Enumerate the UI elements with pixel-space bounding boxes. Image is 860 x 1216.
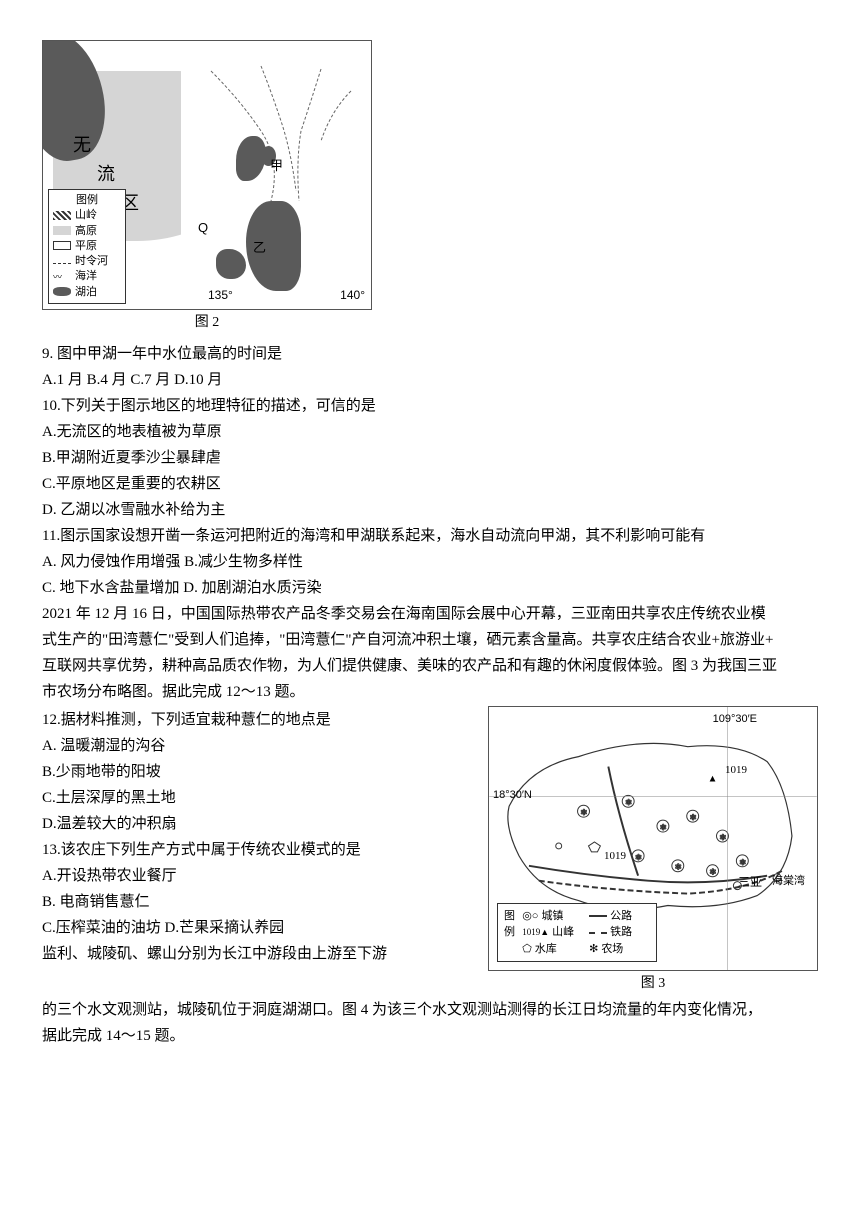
q9-stem: 9. 图中甲湖一年中水位最高的时间是 bbox=[42, 342, 818, 366]
svg-text:✻: ✻ bbox=[660, 823, 667, 832]
q12-b: B.少雨地带的阳坡 bbox=[42, 760, 476, 784]
figure-2-map: 无流区 甲 乙 Q 130° 30°S 135° 140° 图例 山岭 高原 平… bbox=[42, 40, 372, 310]
figure-2: 无流区 甲 乙 Q 130° 30°S 135° 140° 图例 山岭 高原 平… bbox=[42, 40, 818, 334]
haitang-label: 海棠湾 bbox=[772, 873, 805, 891]
figure-3-map: ✻ ✻ ✻ ✻ ✻ ✻ ✻ ✻ ✻ ▲ bbox=[488, 706, 818, 971]
point-q-label: Q bbox=[198, 218, 208, 239]
question-10: 10.下列关于图示地区的地理特征的描述，可信的是 A.无流区的地表植被为草原 B… bbox=[42, 394, 818, 522]
q10-a: A.无流区的地表植被为草原 bbox=[42, 420, 818, 444]
lon-135: 135° bbox=[208, 286, 233, 305]
svg-text:✻: ✻ bbox=[690, 814, 697, 823]
q13-stem: 13.该农庄下列生产方式中属于传统农业模式的是 bbox=[42, 838, 476, 862]
q13-a: A.开设热带农业餐厅 bbox=[42, 864, 476, 888]
q10-b: B.甲湖附近夏季沙尘暴肆虐 bbox=[42, 446, 818, 470]
q12-d: D.温差较大的冲积扇 bbox=[42, 812, 476, 836]
q11-ab: A. 风力侵蚀作用增强 B.减少生物多样性 bbox=[42, 550, 818, 574]
svg-text:✻: ✻ bbox=[625, 799, 632, 808]
svg-text:✻: ✻ bbox=[675, 863, 682, 872]
q12-stem: 12.据材料推测，下列适宜栽种薏仁的地点是 bbox=[42, 708, 476, 732]
coord-lat: 18°30′N bbox=[493, 787, 532, 805]
svg-text:✻: ✻ bbox=[710, 868, 717, 877]
sanya-label: 三亚 bbox=[738, 873, 762, 892]
question-11: 11.图示国家设想开凿一条运河把附近的海湾和甲湖联系起来，海水自动流向甲湖，其不… bbox=[42, 524, 818, 600]
svg-text:✻: ✻ bbox=[635, 853, 642, 862]
question-9: 9. 图中甲湖一年中水位最高的时间是 A.1 月 B.4 月 C.7 月 D.1… bbox=[42, 342, 818, 392]
q13-b: B. 电商销售薏仁 bbox=[42, 890, 476, 914]
svg-text:▲: ▲ bbox=[708, 774, 718, 785]
svg-text:✻: ✻ bbox=[739, 858, 746, 867]
question-12: 12.据材料推测，下列适宜栽种薏仁的地点是 A. 温暖潮湿的沟谷 B.少雨地带的… bbox=[42, 708, 476, 836]
figure-2-caption: 图 2 bbox=[42, 312, 372, 334]
q12-a: A. 温暖潮湿的沟谷 bbox=[42, 734, 476, 758]
q12-c: C.土层深厚的黑土地 bbox=[42, 786, 476, 810]
question-13: 13.该农庄下列生产方式中属于传统农业模式的是 A.开设热带农业餐厅 B. 电商… bbox=[42, 838, 476, 940]
q11-stem: 11.图示国家设想开凿一条运河把附近的海湾和甲湖联系起来，海水自动流向甲湖，其不… bbox=[42, 524, 818, 548]
svg-text:✻: ✻ bbox=[581, 809, 588, 818]
figure-3-legend: 图 ◎○城镇 公路 例 1019▲山峰 铁路 ⬠水库 ✻农场 bbox=[497, 903, 657, 963]
figure-3: ✻ ✻ ✻ ✻ ✻ ✻ ✻ ✻ ✻ ▲ bbox=[488, 706, 818, 995]
passage-3: 监利、城陵矶、螺山分别为长江中游段由上游至下游 bbox=[42, 942, 476, 966]
coord-lon: 109°30′E bbox=[713, 711, 757, 729]
q10-stem: 10.下列关于图示地区的地理特征的描述，可信的是 bbox=[42, 394, 818, 418]
passage-3-cont: 的三个水文观测站，城陵矶位于洞庭湖湖口。图 4 为该三个水文观测站测得的长江日均… bbox=[42, 998, 818, 1048]
q9-options: A.1 月 B.4 月 C.7 月 D.10 月 bbox=[42, 368, 818, 392]
lake-jia-label: 甲 bbox=[270, 156, 283, 177]
figure-2-legend: 图例 山岭 高原 平原 时令河 〰海洋 湖泊 bbox=[48, 189, 126, 304]
peak-label-2: 1019 bbox=[604, 848, 626, 866]
q10-c: C.平原地区是重要的农耕区 bbox=[42, 472, 818, 496]
q10-d: D. 乙湖以冰雪融水补给为主 bbox=[42, 498, 818, 522]
lon-140: 140° bbox=[340, 286, 365, 305]
lake-yi-label: 乙 bbox=[253, 238, 266, 259]
passage-2: 2021 年 12 月 16 日，中国国际热带农产品冬季交易会在海南国际会展中心… bbox=[42, 602, 818, 704]
q11-cd: C. 地下水含盐量增加 D. 加剧湖泊水质污染 bbox=[42, 576, 818, 600]
legend-title: 图例 bbox=[53, 193, 121, 207]
q13-cd: C.压榨菜油的油坊 D.芒果采摘认养园 bbox=[42, 916, 476, 940]
figure-3-caption: 图 3 bbox=[488, 973, 818, 995]
svg-text:✻: ✻ bbox=[719, 833, 726, 842]
peak-label: 1019 bbox=[725, 762, 747, 780]
rivers bbox=[201, 61, 361, 211]
